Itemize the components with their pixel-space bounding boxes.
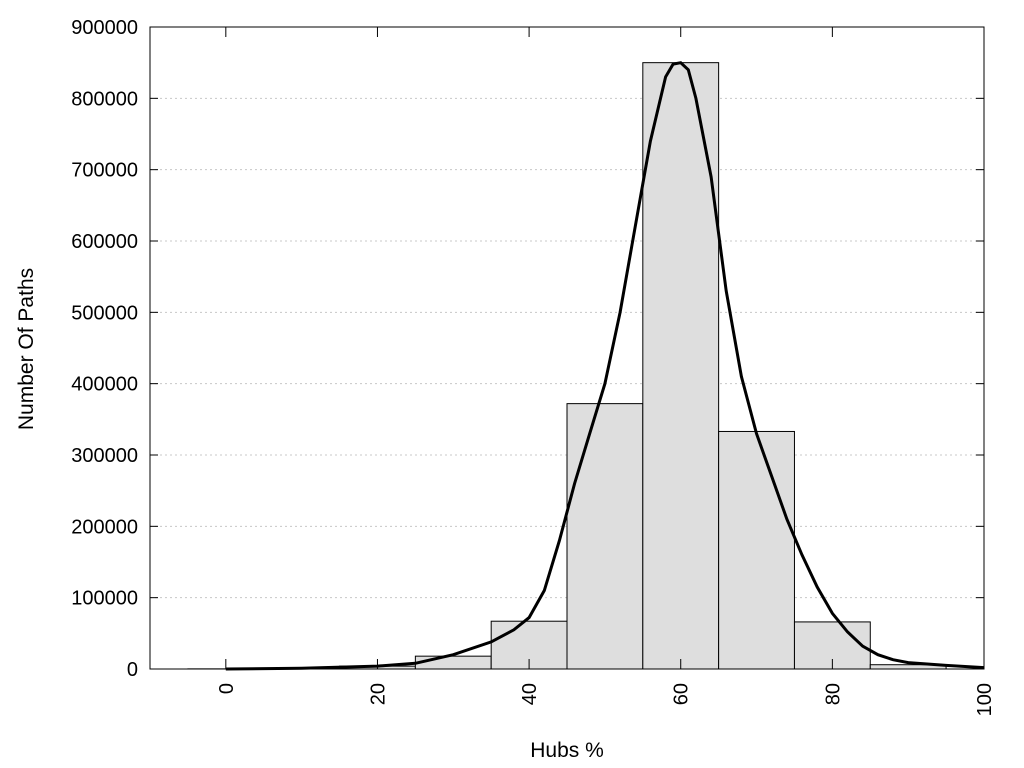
y-tick-label: 200000 [71, 516, 138, 538]
y-tick-label: 300000 [71, 445, 138, 467]
x-axis-ticks: 0 20 40 60 80 100 [216, 27, 996, 716]
bar [566, 403, 644, 670]
y-tick-label: 800000 [71, 88, 138, 110]
x-axis-title: Hubs % [530, 739, 604, 762]
x-tick-label: 80 [822, 683, 844, 705]
x-tick-label: 40 [519, 683, 541, 705]
plot-frame [149, 26, 985, 670]
bar [718, 430, 795, 670]
x-tick-label: 100 [974, 683, 996, 716]
x-tick-label: 60 [671, 683, 693, 705]
y-axis-ticks: 0 100000 200000 300000 400000 500000 600000 700… [71, 17, 984, 681]
y-tick-label: 900000 [71, 17, 138, 39]
x-tick-label: 20 [367, 683, 389, 705]
y-axis-title: Number Of Paths [15, 268, 38, 430]
y-tick-label: 700000 [71, 160, 138, 182]
y-tick-label: 0 [127, 659, 138, 681]
y-tick-label: 400000 [71, 374, 138, 396]
x-tick-label: 0 [216, 683, 238, 694]
y-tick-label: 600000 [71, 231, 138, 253]
bars [187, 62, 947, 670]
y-tick-label: 100000 [71, 588, 138, 610]
y-tick-label: 500000 [71, 302, 138, 324]
bar [414, 655, 492, 670]
bar [642, 62, 720, 670]
distribution-curve [225, 61, 985, 671]
